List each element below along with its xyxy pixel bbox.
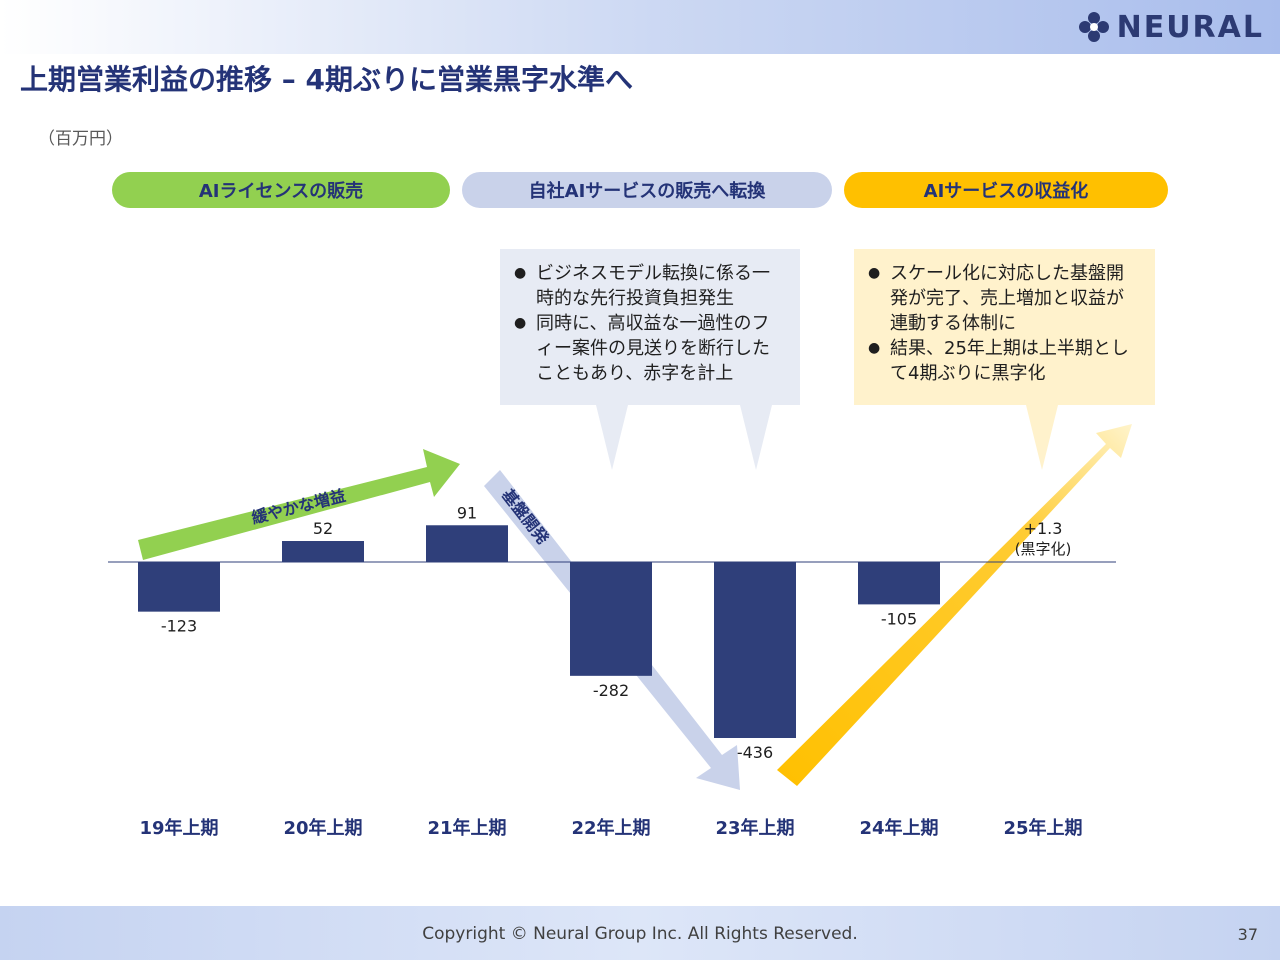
data-label-25年上期: +1.3 [1024,519,1063,538]
bar-24年上期 [858,562,940,605]
callout-investment-item-1: ビジネスモデル転換に係る一時的な先行投資負担発生 [514,261,786,311]
x-axis-label-21h1: 21年上期 [427,818,507,839]
callout-investment: ビジネスモデル転換に係る一時的な先行投資負担発生 同時に、高収益な一過性のフィー… [500,249,800,405]
x-axis-label-22h1: 22年上期 [571,818,651,839]
data-label-24年上期: -105 [881,609,917,628]
data-labels: -123 52 91 -282 -436 -105 +1.3 [161,503,1063,762]
phase-label-ai-service-transition: 自社AIサービスの販売へ転換 [462,172,832,208]
annotation-black-ink: (黒字化) [1015,540,1072,558]
copyright-text: Copyright © Neural Group Inc. All Rights… [422,924,858,944]
callout-profitability: スケール化に対応した基盤開発が完了、売上増加と収益が連動する体制に 結果、25年… [854,249,1155,405]
logo-text: NEURAL [1116,9,1264,45]
x-axis-label-25h1: 25年上期 [1003,818,1083,839]
callout-profitability-item-2: 結果、25年上期は上半期として4期ぶりに黒字化 [868,336,1141,386]
bar-22年上期 [570,562,652,676]
logo-mark-icon [1078,12,1109,42]
recovery-arrow [777,424,1132,786]
phase-label-ai-service-monetization: AIサービスの収益化 [844,172,1168,208]
data-label-22年上期: -282 [593,681,629,700]
callout-investment-item-2: 同時に、高収益な一過性のフィー案件の見送りを断行したこともあり、赤字を計上 [514,311,786,386]
bar-20年上期 [282,541,364,562]
callout-profitability-item-1: スケール化に対応した基盤開発が完了、売上増加と収益が連動する体制に [868,261,1141,336]
data-label-19年上期: -123 [161,617,197,636]
company-logo: NEURAL [1077,9,1264,45]
unit-label: （百万円） [38,129,123,149]
page-title: 上期営業利益の推移 – 4期ぶりに営業黒字水準へ [20,63,633,96]
data-label-20年上期: 52 [313,519,333,538]
x-axis-label-24h1: 24年上期 [859,818,939,839]
x-axis-label-23h1: 23年上期 [715,818,795,839]
bar-series [138,525,940,738]
page-number: 37 [1237,925,1258,944]
data-label-23年上期: -436 [737,743,773,762]
footer-banner [0,906,1280,960]
x-axis-label-20h1: 20年上期 [283,818,363,839]
top-banner [0,0,1280,54]
data-label-21年上期: 91 [457,503,477,522]
growth-arrow [138,449,460,560]
phase-label-ai-license: AIライセンスの販売 [112,172,450,208]
bar-23年上期 [714,562,796,738]
x-axis-label-19h1: 19年上期 [139,818,219,839]
bar-21年上期 [426,525,508,562]
bar-19年上期 [138,562,220,612]
